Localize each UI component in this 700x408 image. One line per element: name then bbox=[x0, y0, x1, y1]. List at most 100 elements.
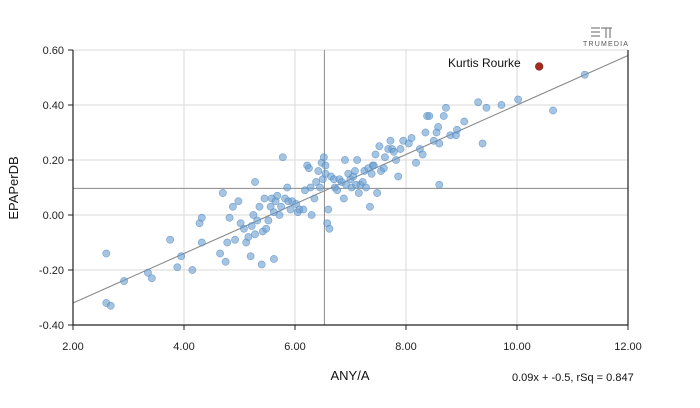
data-point[interactable] bbox=[435, 139, 444, 148]
data-point[interactable] bbox=[270, 255, 278, 263]
data-point[interactable] bbox=[434, 123, 443, 131]
data-point[interactable] bbox=[251, 178, 259, 186]
data-point[interactable] bbox=[216, 249, 224, 258]
data-point[interactable] bbox=[362, 183, 370, 192]
data-point[interactable] bbox=[275, 211, 284, 219]
x-tick-label: 2.00 bbox=[62, 341, 83, 353]
data-point[interactable] bbox=[218, 189, 227, 197]
data-point[interactable] bbox=[244, 233, 253, 241]
highlight-point[interactable] bbox=[535, 62, 544, 71]
x-tick-label: 8.00 bbox=[395, 341, 416, 353]
data-point[interactable] bbox=[354, 189, 363, 197]
data-point[interactable] bbox=[228, 202, 237, 211]
y-tick-label: 0.20 bbox=[43, 155, 64, 167]
data-point[interactable] bbox=[421, 128, 430, 137]
data-point[interactable] bbox=[251, 230, 259, 239]
data-point[interactable] bbox=[474, 98, 483, 107]
data-point[interactable] bbox=[394, 172, 403, 181]
data-point[interactable] bbox=[379, 164, 388, 173]
data-point[interactable] bbox=[120, 277, 128, 285]
data-point[interactable] bbox=[482, 103, 491, 112]
data-point[interactable] bbox=[389, 147, 398, 156]
data-point[interactable] bbox=[407, 134, 416, 142]
data-point[interactable] bbox=[304, 164, 313, 173]
data-point[interactable] bbox=[324, 205, 333, 214]
y-tick-label: 0.40 bbox=[43, 100, 64, 112]
data-point[interactable] bbox=[375, 142, 384, 151]
data-point[interactable] bbox=[264, 216, 273, 225]
axes: 2.00 4.00 6.00 8.00 10.00 12.00 0.60 0.40 0.20 0.… bbox=[39, 45, 642, 353]
data-point[interactable] bbox=[312, 178, 320, 186]
data-point[interactable] bbox=[412, 158, 420, 167]
data-point[interactable] bbox=[278, 153, 287, 162]
data-point[interactable] bbox=[351, 167, 359, 175]
data-point[interactable] bbox=[166, 235, 175, 244]
data-point[interactable] bbox=[197, 238, 206, 247]
y-tick-label: -0.20 bbox=[39, 265, 64, 277]
data-point[interactable] bbox=[460, 117, 469, 126]
data-point[interactable] bbox=[188, 266, 197, 274]
data-point[interactable] bbox=[255, 202, 264, 211]
data-point[interactable] bbox=[144, 268, 152, 277]
data-point[interactable] bbox=[221, 257, 230, 266]
data-point[interactable] bbox=[321, 161, 330, 170]
data-point[interactable] bbox=[371, 150, 380, 159]
data-point[interactable] bbox=[369, 161, 378, 170]
data-point[interactable] bbox=[283, 183, 292, 192]
data-point[interactable] bbox=[549, 106, 557, 115]
data-point[interactable] bbox=[439, 112, 448, 120]
data-point[interactable] bbox=[425, 112, 434, 120]
brand-logo-text: TRUMEDIA bbox=[583, 41, 629, 48]
data-point[interactable] bbox=[225, 213, 234, 222]
data-point[interactable] bbox=[299, 205, 308, 214]
data-point[interactable] bbox=[353, 156, 362, 164]
data-point[interactable] bbox=[316, 183, 324, 192]
data-point[interactable] bbox=[366, 202, 374, 211]
data-point[interactable] bbox=[442, 103, 450, 112]
data-point[interactable] bbox=[246, 252, 255, 261]
data-point[interactable] bbox=[234, 197, 243, 206]
y-axis-title: EPAPerDB bbox=[6, 156, 21, 219]
data-point[interactable] bbox=[106, 301, 115, 310]
data-point[interactable] bbox=[341, 156, 349, 164]
data-point[interactable] bbox=[240, 224, 248, 233]
data-point[interactable] bbox=[253, 216, 262, 225]
data-point[interactable] bbox=[102, 249, 111, 258]
data-point[interactable] bbox=[260, 194, 269, 203]
data-point[interactable] bbox=[319, 153, 328, 162]
data-point[interactable] bbox=[277, 202, 286, 211]
data-point[interactable] bbox=[197, 213, 206, 222]
data-point[interactable] bbox=[286, 205, 295, 214]
data-point[interactable] bbox=[307, 211, 316, 219]
data-point[interactable] bbox=[262, 224, 271, 233]
data-point[interactable] bbox=[514, 95, 523, 104]
data-point[interactable] bbox=[173, 263, 182, 272]
data-point[interactable] bbox=[367, 169, 376, 178]
data-point[interactable] bbox=[177, 252, 186, 261]
data-point[interactable] bbox=[333, 186, 342, 195]
data-point[interactable] bbox=[435, 180, 444, 189]
data-point[interactable] bbox=[310, 194, 319, 203]
data-point[interactable] bbox=[314, 167, 323, 175]
data-point[interactable] bbox=[257, 260, 266, 269]
data-point[interactable] bbox=[453, 125, 461, 134]
data-point[interactable] bbox=[497, 101, 506, 109]
data-point[interactable] bbox=[386, 136, 395, 145]
data-point[interactable] bbox=[231, 235, 239, 244]
data-point[interactable] bbox=[147, 274, 156, 283]
data-point[interactable] bbox=[223, 238, 232, 247]
data-point[interactable] bbox=[306, 183, 315, 192]
data-point[interactable] bbox=[339, 194, 348, 203]
x-tick-label: 4.00 bbox=[173, 341, 194, 353]
data-point[interactable] bbox=[580, 70, 589, 79]
data-point[interactable] bbox=[418, 150, 427, 159]
data-point[interactable] bbox=[273, 191, 282, 200]
data-point[interactable] bbox=[249, 211, 258, 219]
data-point[interactable] bbox=[373, 189, 382, 197]
data-point[interactable] bbox=[381, 153, 389, 162]
data-point[interactable] bbox=[247, 222, 256, 230]
data-point[interactable] bbox=[396, 145, 405, 153]
data-point[interactable] bbox=[392, 156, 400, 164]
data-point[interactable] bbox=[478, 139, 487, 148]
data-point[interactable] bbox=[325, 224, 334, 233]
